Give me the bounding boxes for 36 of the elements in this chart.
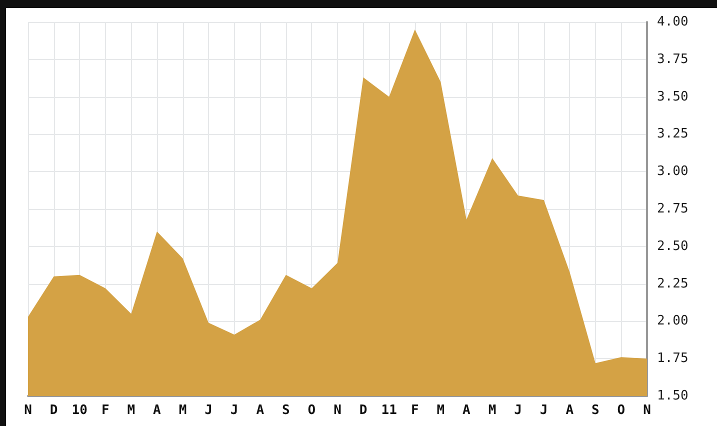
- x-tick-label: 11: [381, 403, 398, 418]
- y-tick-label: 2.50: [657, 238, 688, 254]
- x-tick-label: A: [256, 403, 264, 418]
- x-tick-label: M: [488, 403, 496, 418]
- x-tick-label: O: [617, 403, 626, 418]
- y-tick-label: 4.00: [657, 14, 688, 30]
- x-tick-label: D: [50, 403, 58, 418]
- x-tick-label: A: [462, 403, 471, 418]
- x-tick-label: S: [282, 403, 290, 418]
- x-tick-label: N: [24, 403, 32, 418]
- x-tick-label: M: [178, 403, 187, 418]
- y-tick-label: 3.50: [657, 89, 688, 104]
- x-tick-label: S: [592, 403, 600, 418]
- y-tick-label: 1.75: [657, 351, 688, 366]
- x-tick-label: N: [334, 403, 342, 418]
- x-tick-label: A: [153, 403, 162, 418]
- y-tick-label: 3.75: [657, 52, 688, 67]
- y-tick-label: 2.75: [657, 202, 688, 216]
- y-tick-label: 2.25: [657, 276, 688, 292]
- x-tick-label: M: [127, 403, 136, 418]
- y-tick-label: 1.50: [657, 388, 688, 404]
- x-tick-label: O: [308, 403, 316, 418]
- x-tick-label: F: [101, 403, 110, 418]
- x-tick-label: J: [514, 403, 522, 418]
- x-tick-label: A: [566, 403, 574, 418]
- x-tick-label: 10: [72, 403, 88, 418]
- x-tick-label: M: [436, 403, 445, 418]
- y-tick-label: 3.00: [657, 164, 688, 180]
- x-tick-label: N: [643, 403, 652, 418]
- x-tick-label: D: [359, 403, 368, 418]
- x-tick-label: J: [230, 403, 238, 418]
- y-tick-label: 2.00: [657, 314, 688, 329]
- x-tick-label: J: [540, 403, 548, 418]
- y-tick-label: 3.25: [657, 126, 688, 142]
- x-tick-label: F: [410, 403, 419, 418]
- x-tick-label: J: [204, 403, 212, 418]
